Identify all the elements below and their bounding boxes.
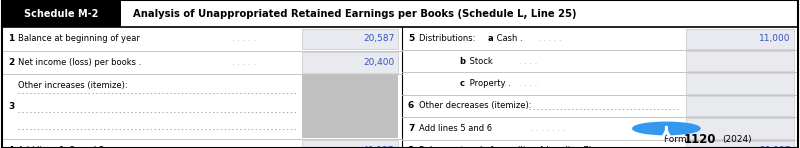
Text: (2024): (2024) <box>722 135 752 144</box>
Circle shape <box>633 122 700 135</box>
Text: Schedule M-2: Schedule M-2 <box>25 9 98 19</box>
Bar <box>686 51 794 71</box>
Text: . . . . . . .: . . . . . . . <box>531 124 566 133</box>
Bar <box>686 74 794 94</box>
Text: Cash .: Cash . <box>494 34 523 43</box>
Bar <box>686 29 794 49</box>
Text: Balance at end of year (line 4 less line 7): Balance at end of year (line 4 less line… <box>419 146 592 148</box>
Text: 29,987: 29,987 <box>759 146 790 148</box>
Text: Property .: Property . <box>467 79 511 88</box>
Text: b: b <box>459 57 466 66</box>
Text: Other increases (itemize):: Other increases (itemize): <box>18 81 127 90</box>
Bar <box>302 29 398 49</box>
Text: . . . . . . . .: . . . . . . . . <box>232 146 271 148</box>
Text: 20,587: 20,587 <box>363 34 394 44</box>
Text: 8: 8 <box>408 146 414 148</box>
Text: . . . . .: . . . . . <box>232 34 256 44</box>
Bar <box>686 118 794 139</box>
Bar <box>2 0 121 27</box>
Text: 3: 3 <box>8 102 14 111</box>
Text: 40,987: 40,987 <box>363 146 394 148</box>
Text: Add lines 5 and 6: Add lines 5 and 6 <box>419 124 492 133</box>
Bar <box>686 141 794 148</box>
Text: . . . . .: . . . . . <box>538 34 562 43</box>
Text: 1: 1 <box>8 34 14 44</box>
Text: c: c <box>459 79 464 88</box>
Text: Add lines 1, 2, and 3: Add lines 1, 2, and 3 <box>18 146 104 148</box>
Text: Distributions:: Distributions: <box>419 34 481 43</box>
Bar <box>302 75 398 138</box>
Text: Form: Form <box>664 135 690 144</box>
Text: . . . . .: . . . . . <box>232 58 256 67</box>
Text: 6: 6 <box>408 102 414 111</box>
Text: 11,000: 11,000 <box>759 34 790 43</box>
Text: Other decreases (itemize):: Other decreases (itemize): <box>419 102 532 111</box>
Text: . . . .: . . . . <box>519 57 538 66</box>
Text: Balance at beginning of year: Balance at beginning of year <box>18 34 139 44</box>
Text: 4: 4 <box>8 146 14 148</box>
Text: 5: 5 <box>408 34 414 43</box>
Text: 1120: 1120 <box>683 133 716 146</box>
Text: 7: 7 <box>408 124 414 133</box>
Bar <box>302 140 398 148</box>
Text: a: a <box>488 34 494 43</box>
Text: 20,400: 20,400 <box>363 58 394 67</box>
Bar <box>302 52 398 73</box>
Text: Net income (loss) per books .: Net income (loss) per books . <box>18 58 141 67</box>
Bar <box>686 96 794 116</box>
Text: 2: 2 <box>8 58 14 67</box>
Text: Stock: Stock <box>467 57 493 66</box>
Text: . . . .: . . . . <box>519 79 538 88</box>
Text: Analysis of Unappropriated Retained Earnings per Books (Schedule L, Line 25): Analysis of Unappropriated Retained Earn… <box>133 9 576 19</box>
